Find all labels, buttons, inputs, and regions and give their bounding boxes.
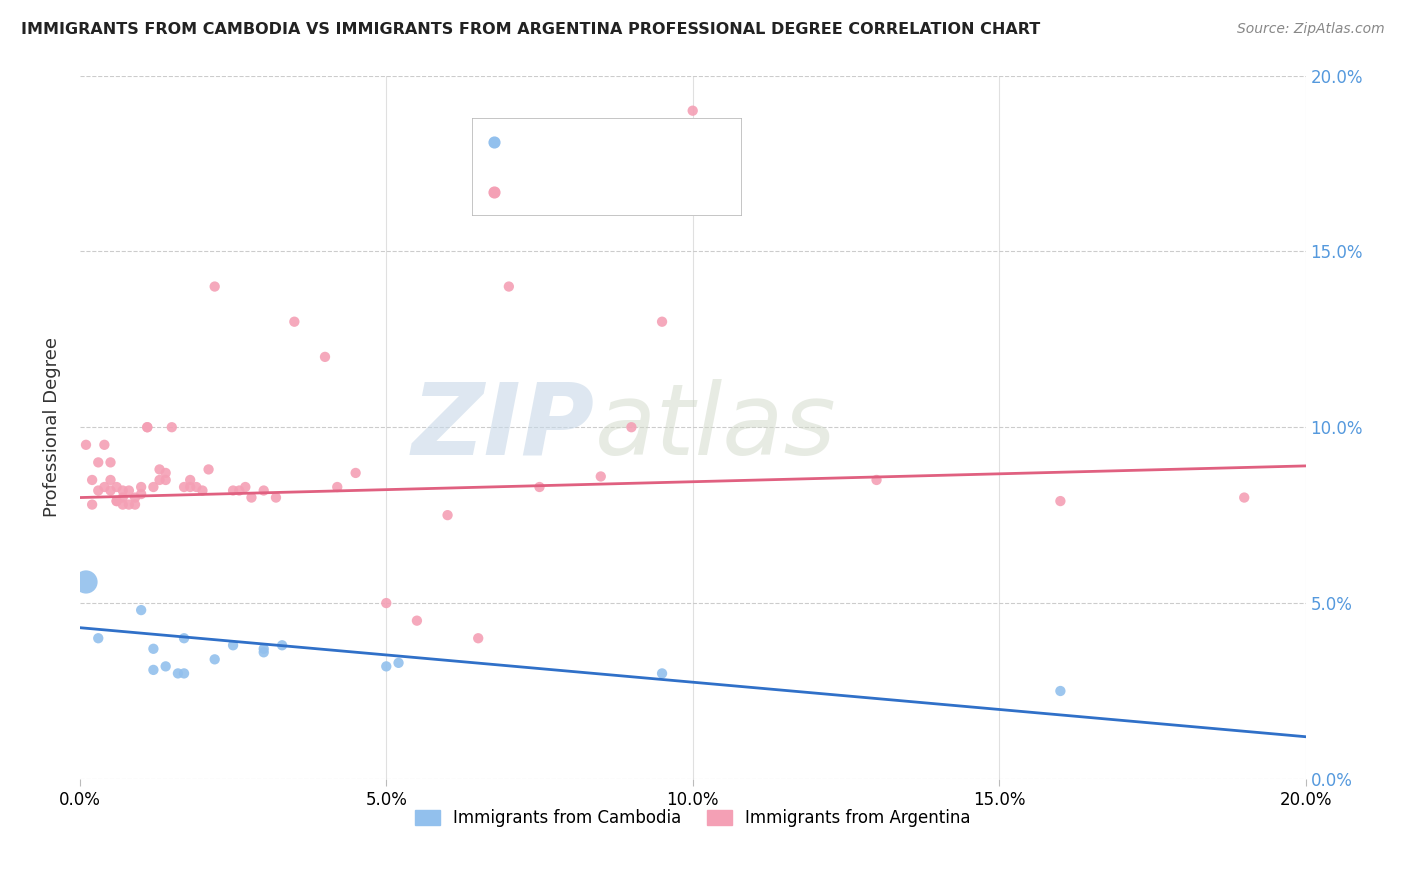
Point	[173, 632, 195, 646]
Point	[406, 614, 429, 628]
Point	[326, 480, 349, 494]
Point	[589, 469, 612, 483]
Text: Source: ZipAtlas.com: Source: ZipAtlas.com	[1237, 22, 1385, 37]
Point	[179, 473, 201, 487]
Point	[167, 666, 190, 681]
Point	[651, 315, 673, 329]
Point	[204, 279, 226, 293]
Legend: Immigrants from Cambodia, Immigrants from Argentina: Immigrants from Cambodia, Immigrants fro…	[408, 803, 977, 834]
Point	[651, 666, 673, 681]
Point	[93, 438, 115, 452]
Point	[1049, 684, 1071, 698]
Point	[136, 420, 159, 434]
Point	[173, 666, 195, 681]
Point	[240, 491, 263, 505]
Point	[105, 494, 128, 508]
Point	[142, 641, 165, 656]
Point	[865, 473, 887, 487]
Text: IMMIGRANTS FROM CAMBODIA VS IMMIGRANTS FROM ARGENTINA PROFESSIONAL DEGREE CORREL: IMMIGRANTS FROM CAMBODIA VS IMMIGRANTS F…	[21, 22, 1040, 37]
Point	[129, 603, 152, 617]
Point	[148, 462, 170, 476]
Point	[142, 663, 165, 677]
Point	[75, 438, 97, 452]
Point	[314, 350, 336, 364]
Point	[498, 279, 520, 293]
Point	[136, 420, 159, 434]
Point	[111, 491, 134, 505]
Point	[173, 480, 195, 494]
Point	[186, 480, 208, 494]
Point	[222, 638, 245, 652]
Point	[253, 483, 276, 498]
Point	[1233, 491, 1256, 505]
Point	[436, 508, 458, 523]
Point	[111, 498, 134, 512]
Point	[155, 473, 177, 487]
Point	[142, 480, 165, 494]
Point	[620, 420, 643, 434]
Point	[87, 455, 110, 469]
Point	[682, 103, 704, 118]
Point	[75, 574, 97, 589]
Point	[100, 473, 122, 487]
Text: atlas: atlas	[595, 379, 837, 475]
Point	[148, 473, 170, 487]
Point	[93, 480, 115, 494]
Point	[375, 596, 398, 610]
Point	[387, 656, 409, 670]
Y-axis label: Professional Degree: Professional Degree	[44, 337, 60, 517]
Point	[105, 480, 128, 494]
Point	[529, 480, 551, 494]
Point	[87, 632, 110, 646]
Point	[87, 483, 110, 498]
Text: ZIP: ZIP	[412, 379, 595, 475]
Point	[82, 498, 104, 512]
Point	[222, 483, 245, 498]
Point	[111, 483, 134, 498]
Point	[344, 466, 367, 480]
Point	[124, 491, 146, 505]
Point	[253, 645, 276, 659]
Point	[375, 659, 398, 673]
Point	[82, 473, 104, 487]
Point	[155, 466, 177, 480]
Point	[124, 498, 146, 512]
Point	[271, 638, 294, 652]
Point	[118, 483, 141, 498]
Point	[105, 494, 128, 508]
Point	[467, 632, 489, 646]
Point	[264, 491, 287, 505]
Point	[129, 487, 152, 501]
Point	[253, 641, 276, 656]
Point	[228, 483, 250, 498]
Point	[129, 480, 152, 494]
Point	[118, 498, 141, 512]
Point	[283, 315, 305, 329]
Point	[179, 480, 201, 494]
Point	[100, 455, 122, 469]
Point	[1049, 494, 1071, 508]
Point	[160, 420, 183, 434]
Point	[191, 483, 214, 498]
Point	[233, 480, 256, 494]
Point	[100, 483, 122, 498]
Point	[197, 462, 219, 476]
Point	[204, 652, 226, 666]
Point	[155, 659, 177, 673]
